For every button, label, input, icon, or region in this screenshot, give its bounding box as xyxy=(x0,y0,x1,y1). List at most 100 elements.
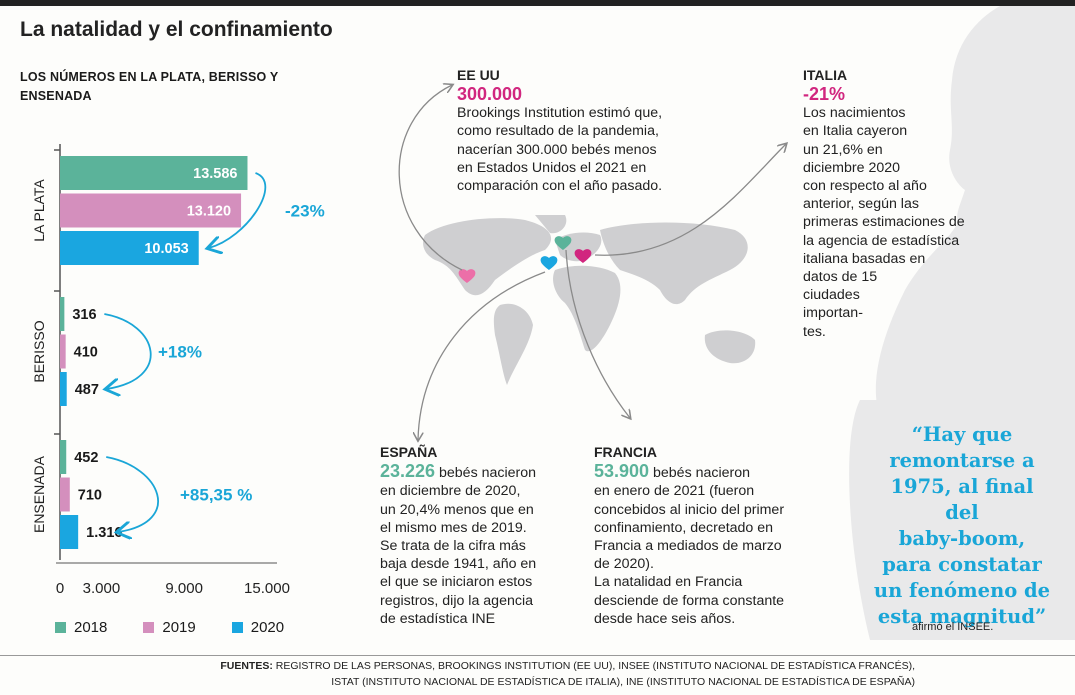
france-line: concebidos al inicio del primer xyxy=(594,501,785,518)
change-arrow xyxy=(104,313,152,389)
birth-bar-chart: 13.586 13.120 10.053 LA PLATA -23% 316 410 487 B… xyxy=(31,144,325,597)
legend-label-2019: 2019 xyxy=(162,619,196,636)
italy-line: importan- xyxy=(803,305,863,322)
italy-heading: ITALIA xyxy=(803,67,848,83)
australia-shape xyxy=(704,330,756,364)
us-line: nacerían 300.000 bebés menos xyxy=(457,141,657,158)
quote-line: 1975, al final del xyxy=(890,475,1034,524)
france-line: confinamiento, decretado en xyxy=(594,519,774,536)
sources-footer: FUENTES: REGISTRO DE LAS PERSONAS, BROOK… xyxy=(0,655,1075,688)
france-heart-icon xyxy=(554,236,572,250)
italy-line: en Italia cayeron xyxy=(803,123,908,140)
legend-swatch-2018 xyxy=(55,622,66,633)
spain-line: el mismo mes de 2019. xyxy=(380,519,527,536)
italy-arrow xyxy=(594,144,786,256)
bar-ensenada-2018 xyxy=(60,440,67,474)
italy-line: ciudades xyxy=(803,287,860,304)
spain-figure: 23.226 xyxy=(380,461,436,482)
france-line: La natalidad en Francia xyxy=(594,574,743,591)
x-tick-label: 9.000 xyxy=(165,580,203,597)
quote-line: “Hay que xyxy=(911,423,1013,446)
quote-line: para constatar xyxy=(882,553,1042,576)
bar-value-label: 10.053 xyxy=(144,241,188,257)
chart-legend: 2018 2019 2020 xyxy=(55,619,284,636)
spain-heading: ESPAÑA xyxy=(380,444,438,460)
spain-line: en diciembre de 2020, xyxy=(380,483,521,500)
bar-berisso-2018 xyxy=(60,297,65,331)
italy-line: la agencia de estadística xyxy=(803,232,960,249)
bar-value-label: 452 xyxy=(74,450,98,466)
italy-line: diciembre 2020 xyxy=(803,159,901,176)
us-line: en Estados Unidos el 2021 en xyxy=(457,159,647,176)
spain-arrow xyxy=(418,271,546,440)
france-line: de 2020). xyxy=(594,556,654,573)
us-figure: 300.000 xyxy=(457,84,523,105)
italy-line: con respecto al año xyxy=(803,178,927,195)
legend-label-2020: 2020 xyxy=(250,619,285,636)
us-heart-icon xyxy=(458,269,476,283)
italy-line: Los nacimientos xyxy=(803,105,906,122)
france-figure-text: bebés nacieron xyxy=(649,465,751,482)
spain-line: registros, dijo la agencia xyxy=(380,592,533,609)
group-label: ENSENADA xyxy=(31,455,47,533)
france-line: en enero de 2021 (fueron xyxy=(594,483,755,500)
italy-info: ITALIA -21% Los nacimientos en Italia ca… xyxy=(803,66,978,341)
bar-la-plata-2019 xyxy=(60,193,242,228)
us-line: como resultado de la pandemia, xyxy=(457,123,659,140)
spain-line: un 20,4% menos que en xyxy=(380,501,534,518)
spain-line: de estadística INE xyxy=(380,610,496,627)
quote-line: un fenómeno de xyxy=(873,579,1051,602)
italy-figure: -21% xyxy=(803,84,846,105)
spain-figure-text: bebés nacieron xyxy=(435,465,537,482)
france-line: desde hace seis años. xyxy=(594,610,736,627)
bar-value-label: 13.586 xyxy=(193,166,237,182)
bar-value-label: 316 xyxy=(72,307,96,323)
italy-line: italiana basadas en xyxy=(803,250,926,267)
france-figure: 53.900 xyxy=(594,461,650,482)
legend-item-2018: 2018 xyxy=(55,619,107,636)
spain-line: baja desde 1941, año en xyxy=(380,556,537,573)
france-line: desciende de forma constante xyxy=(594,592,785,609)
quote-attribution: afirmó el INSEE. xyxy=(912,621,994,633)
bar-ensenada-2019 xyxy=(60,477,70,512)
sources-line-2: ISTAT (INSTITUTO NACIONAL DE ESTADÍSTICA… xyxy=(331,676,915,688)
africa-shape xyxy=(553,265,621,352)
bar-value-label: 710 xyxy=(78,488,102,504)
italy-line: datos de 15 xyxy=(803,269,878,286)
north-america-shape xyxy=(423,218,552,296)
us-line: Brookings Institution estimó que, xyxy=(457,105,663,122)
spain-info: ESPAÑA 23.226 bebés nacieron en diciembr… xyxy=(380,443,580,628)
us-heading: EE UU xyxy=(457,67,500,83)
map-markers xyxy=(458,236,592,283)
legend-swatch-2019 xyxy=(143,622,155,633)
bar-value-label: 487 xyxy=(75,382,99,398)
bar-value-label: 410 xyxy=(74,345,98,361)
sources-label: FUENTES: xyxy=(220,660,273,672)
change-arrow xyxy=(209,172,267,248)
page-title: La natalidad y el confinamiento xyxy=(20,18,333,41)
bar-berisso-2019 xyxy=(60,334,66,369)
change-arrow xyxy=(106,456,159,532)
legend-item-2019: 2019 xyxy=(143,619,196,636)
x-tick-label: 15.000 xyxy=(244,580,290,597)
us-arrow xyxy=(398,85,463,271)
x-tick-label: 0 xyxy=(56,580,64,597)
italy-line: un 21,6% en xyxy=(803,141,883,158)
bar-ensenada-2020 xyxy=(60,515,79,549)
legend-label-2018: 2018 xyxy=(74,619,108,636)
sources-line-1: FUENTES: REGISTRO DE LAS PERSONAS, BROOK… xyxy=(220,660,915,672)
change-label: +85,35 % xyxy=(180,486,252,505)
us-info: EE UU 300.000 Brookings Institution esti… xyxy=(457,66,757,195)
x-tick-label: 3.000 xyxy=(83,580,121,597)
bar-value-label: 13.120 xyxy=(187,204,231,220)
italy-line: tes. xyxy=(803,323,826,340)
us-line: comparación con el año pasado. xyxy=(457,178,663,195)
greenland-shape xyxy=(535,215,567,234)
quote-line: baby-boom, xyxy=(898,527,1026,550)
italy-line: primeras estimaciones de xyxy=(803,214,965,231)
france-line: Francia a mediados de marzo xyxy=(594,538,782,555)
world-map xyxy=(423,215,756,385)
france-info: FRANCIA 53.900 bebés nacieron en enero d… xyxy=(594,443,834,628)
